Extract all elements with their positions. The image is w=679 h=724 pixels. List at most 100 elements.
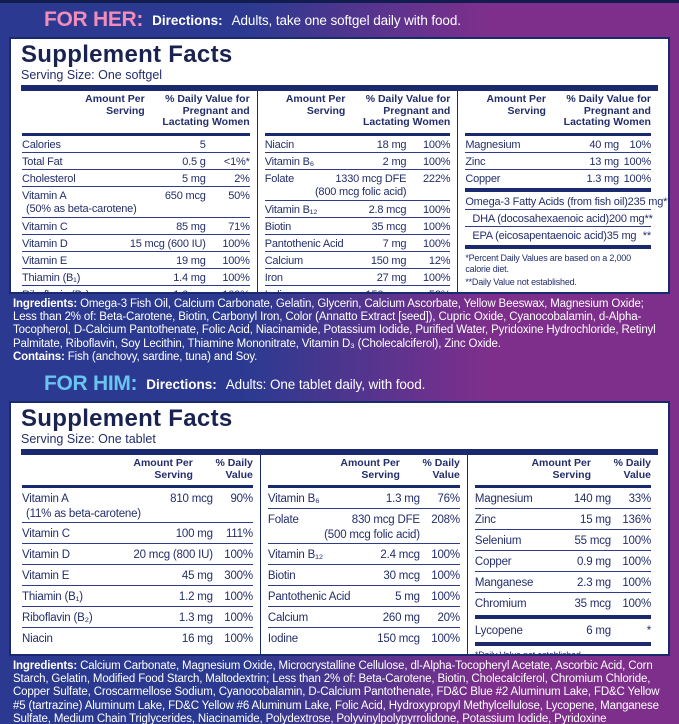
her-supplement-facts-title: Supplement Facts [21, 41, 233, 68]
nutrient-name: Thiamin (B₁) [22, 271, 81, 284]
nutrient-daily-value: 50% [228, 189, 250, 202]
nutrient-row: Magnesium 140 mg 33% [475, 488, 651, 508]
nutrient-name: Vitamin B₁₂ [267, 548, 324, 561]
nutrient-daily-value: 71% [228, 220, 250, 233]
nutrient-amount: 1.2 mg [178, 590, 213, 603]
nutrient-row: Calories 5 [22, 136, 250, 152]
nutrient-daily-value: 100% [222, 237, 250, 250]
nutrient-row: Vitamin D 20 mcg (800 IU) 100% [22, 543, 253, 564]
facts-column: Amount Per Serving % Daily Value for Preg… [256, 91, 458, 293]
nutrient-name: Omega-3 Fatty Acids (from fish oil) [465, 195, 628, 208]
nutrient-row: Vitamin C 85 mg 71% [22, 217, 250, 234]
col-header-daily-value: % Daily Value [422, 457, 460, 481]
nutrient-daily-value: ** [663, 195, 668, 208]
her-directions-text: Adults, take one softgel daily with food… [231, 12, 461, 28]
nutrient-name: Vitamin B₆ [267, 492, 320, 505]
nutrient-amount: 20 mcg (800 IU) [133, 548, 213, 561]
nutrient-daily-value: 100% [623, 172, 652, 185]
nutrient-amount: 100 mg [175, 527, 213, 540]
nutrient-daily-value: 33% [628, 492, 652, 505]
nutrient-row: Zinc 15 mg 136% [474, 508, 651, 529]
nutrient-daily-value: 12% [428, 254, 451, 267]
nutrient-daily-value: 100% [422, 203, 451, 216]
nutrient-row: Vitamin B₆ 2 mg 100% [264, 152, 451, 169]
nutrient-amount: 35 mcg [371, 220, 407, 233]
nutrient-row: Cholesterol 5 mg 2% [22, 169, 250, 186]
nutrient-subrow: (500 mcg folic acid) [268, 529, 460, 543]
nutrient-amount: 18 mg [376, 138, 407, 151]
facts-column: Amount Per Serving % Daily Value Vitamin B… [259, 455, 467, 654]
nutrient-name: Biotin [264, 220, 292, 233]
nutrient-row: Magnesium 40 mg 10% [465, 136, 651, 152]
nutrient-name: DHA (docosahexaenoic acid) [472, 212, 609, 225]
col-header-amount: Amount Per Serving [486, 93, 546, 117]
nutrient-name: Riboflavin (B₂) [22, 611, 93, 624]
nutrient-row: Calcium 150 mg 12% [264, 251, 451, 268]
nutrient-row: Pantothenic Acid 5 mg 100% [267, 585, 460, 606]
nutrient-daily-value: 100% [623, 155, 652, 168]
nutrient-name: Folate [267, 513, 299, 526]
nutrient-name: Niacin [264, 138, 295, 151]
nutrient-daily-value: 100% [622, 597, 651, 610]
nutrient-name: Magnesium [474, 492, 533, 505]
nutrient-row: Folate 1330 mcg DFE 222% [264, 169, 451, 186]
nutrient-daily-value: 100% [224, 611, 253, 624]
nutrient-amount: 830 mcg DFE [351, 513, 420, 526]
nutrient-amount: 810 mcg [170, 492, 213, 505]
nutrient-name: Iodine [265, 289, 294, 293]
nutrient-row: Iron 27 mg 100% [264, 268, 451, 285]
her-supplement-facts-panel: Supplement Facts Serving Size: One softg… [9, 37, 670, 294]
section-divider-bar [465, 188, 651, 192]
nutrient-name: Iron [264, 271, 283, 284]
nutrient-row: Calcium 260 mg 20% [267, 606, 460, 627]
nutrient-name: Biotin [267, 569, 296, 582]
column-header: Amount Per Serving % Daily Value for Preg… [264, 91, 451, 136]
nutrient-daily-value: 100% [431, 590, 460, 603]
nutrient-amount: 150 mcg [293, 289, 407, 293]
nutrient-daily-value: 136% [622, 513, 651, 526]
nutrient-row: Iodine 150 mcg 100% [267, 627, 460, 648]
nutrient-amount: 2.3 mg [577, 576, 611, 589]
nutrient-daily-value: 76% [437, 492, 460, 505]
nutrient-name: Riboflavin (B₂) [22, 289, 89, 293]
him-divider-bar [21, 449, 658, 455]
nutrient-row: Biotin 35 mcg 100% [264, 217, 451, 234]
nutrient-amount: 1330 mcg DFE [335, 172, 407, 185]
him-ingredients-text: Calcium Carbonate, Magnesium Oxide, Micr… [13, 660, 660, 724]
nutrient-daily-value: 2% [234, 172, 250, 185]
nutrient-name: Copper [474, 555, 512, 568]
nutrient-row: Vitamin E 45 mg 300% [22, 564, 253, 585]
col-header-daily-value: % Daily Value for Pregnant and Lactating… [363, 93, 451, 128]
nutrient-row: Total Fat 0.5 g <1%* [22, 152, 250, 169]
nutrient-amount: 6 mg [586, 624, 611, 637]
nutrient-amount: 0.5 g [182, 155, 206, 168]
col-header-amount: Amount Per Serving [285, 93, 346, 117]
nutrient-amount: 55 mcg [574, 534, 611, 547]
him-facts-columns: Amount Per Serving % Daily Value Vitamin A… [21, 455, 658, 654]
him-supplement-facts-title: Supplement Facts [21, 405, 233, 432]
nutrient-name: EPA (eicosapentaenoic acid) [472, 229, 607, 242]
nutrient-amount: 2 mg [382, 155, 407, 168]
her-serving-size: Serving Size: One softgel [21, 68, 163, 82]
nutrient-daily-value: 100% [422, 237, 451, 250]
nutrient-amount: 1.3 mg [586, 172, 620, 185]
facts-column: Amount Per Serving % Daily Value for Preg… [457, 91, 668, 292]
her-ingredients-section: Ingredients: Omega-3 Fish Oil, Calcium C… [0, 294, 679, 367]
nutrient-subrow: (800 mcg folic acid) [265, 186, 451, 200]
her-contains-text: Fish (anchovy, sardine, tuna) and Soy. [67, 350, 258, 363]
nutrient-row: Folate 830 mcg DFE 208% [267, 508, 460, 529]
nutrient-row: Copper 0.9 mg 100% [474, 550, 651, 571]
nutrient-name: Zinc [465, 155, 486, 168]
nutrient-name: Vitamin C [22, 220, 68, 233]
nutrient-amount: 35 mcg [574, 597, 611, 610]
nutrient-row: Vitamin A 650 mcg 50% [22, 186, 250, 203]
her-contains-label: Contains: [13, 350, 65, 363]
nutrient-row: Manganese 2.3 mg 100% [474, 571, 651, 592]
him-ingredients-paragraph: Ingredients: Calcium Carbonate, Magnesiu… [13, 660, 667, 724]
him-directions-text: Adults: One tablet daily, with food. [225, 376, 426, 392]
nutrient-subrow: (11% as beta-carotene) [22, 508, 253, 522]
nutrient-daily-value: 100% [622, 555, 651, 568]
col-header-amount: Amount Per Serving [531, 457, 591, 481]
nutrient-name: Vitamin D [22, 548, 70, 561]
